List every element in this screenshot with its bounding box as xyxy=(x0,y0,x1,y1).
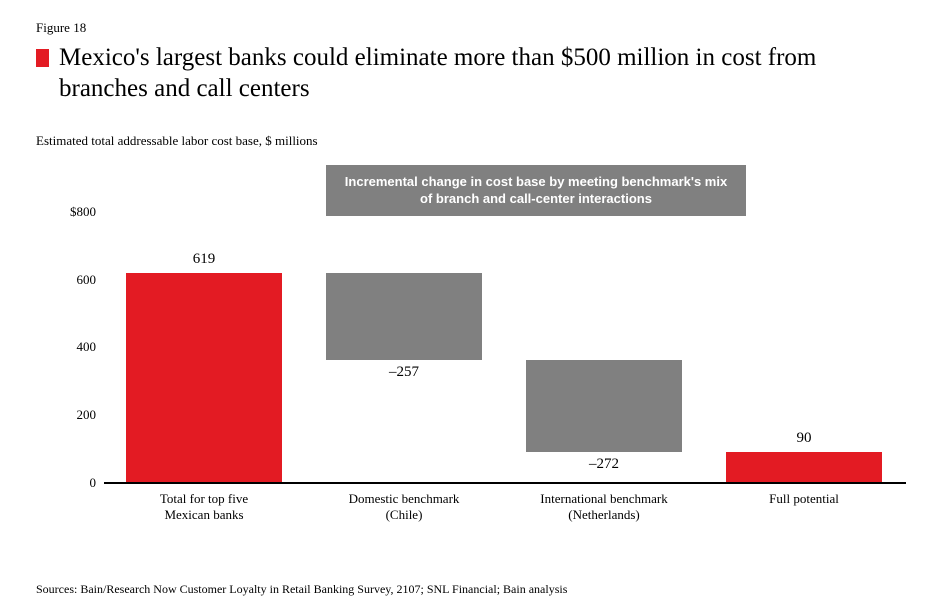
y-tick-label: 0 xyxy=(36,475,96,491)
annotation-box: Incremental change in cost base by meeti… xyxy=(326,165,746,216)
category-label: Domestic benchmark(Chile) xyxy=(309,491,499,525)
plot-area: 619 Total for top fiveMexican banks –257 Do… xyxy=(104,163,906,523)
y-axis: 0 200 400 600 $800 xyxy=(36,163,104,523)
category-label: Full potential xyxy=(709,491,899,508)
bar xyxy=(126,273,282,482)
bar-value-label: 619 xyxy=(124,251,284,268)
figure-container: Figure 18 Mexico's largest banks could e… xyxy=(0,0,950,615)
y-tick-label: $800 xyxy=(36,204,96,220)
figure-title: Mexico's largest banks could eliminate m… xyxy=(59,42,879,105)
y-tick-label: 600 xyxy=(36,272,96,288)
bar-value-label: 90 xyxy=(724,430,884,447)
y-tick-label: 400 xyxy=(36,339,96,355)
title-marker-icon xyxy=(36,49,49,67)
bar xyxy=(526,360,682,452)
category-label: Total for top fiveMexican banks xyxy=(109,491,299,525)
bar-value-label: –257 xyxy=(324,364,484,381)
y-tick-label: 200 xyxy=(36,407,96,423)
figure-number: Figure 18 xyxy=(36,20,914,36)
source-line: Sources: Bain/Research Now Customer Loya… xyxy=(36,582,567,597)
chart-area: 0 200 400 600 $800 619 Total for top fiveMexi… xyxy=(36,163,906,523)
category-label: International benchmark(Netherlands) xyxy=(509,491,699,525)
bar xyxy=(726,452,882,482)
figure-subtitle: Estimated total addressable labor cost b… xyxy=(36,133,914,149)
bar xyxy=(326,273,482,360)
bar-value-label: –272 xyxy=(524,456,684,473)
title-row: Mexico's largest banks could eliminate m… xyxy=(36,42,914,105)
